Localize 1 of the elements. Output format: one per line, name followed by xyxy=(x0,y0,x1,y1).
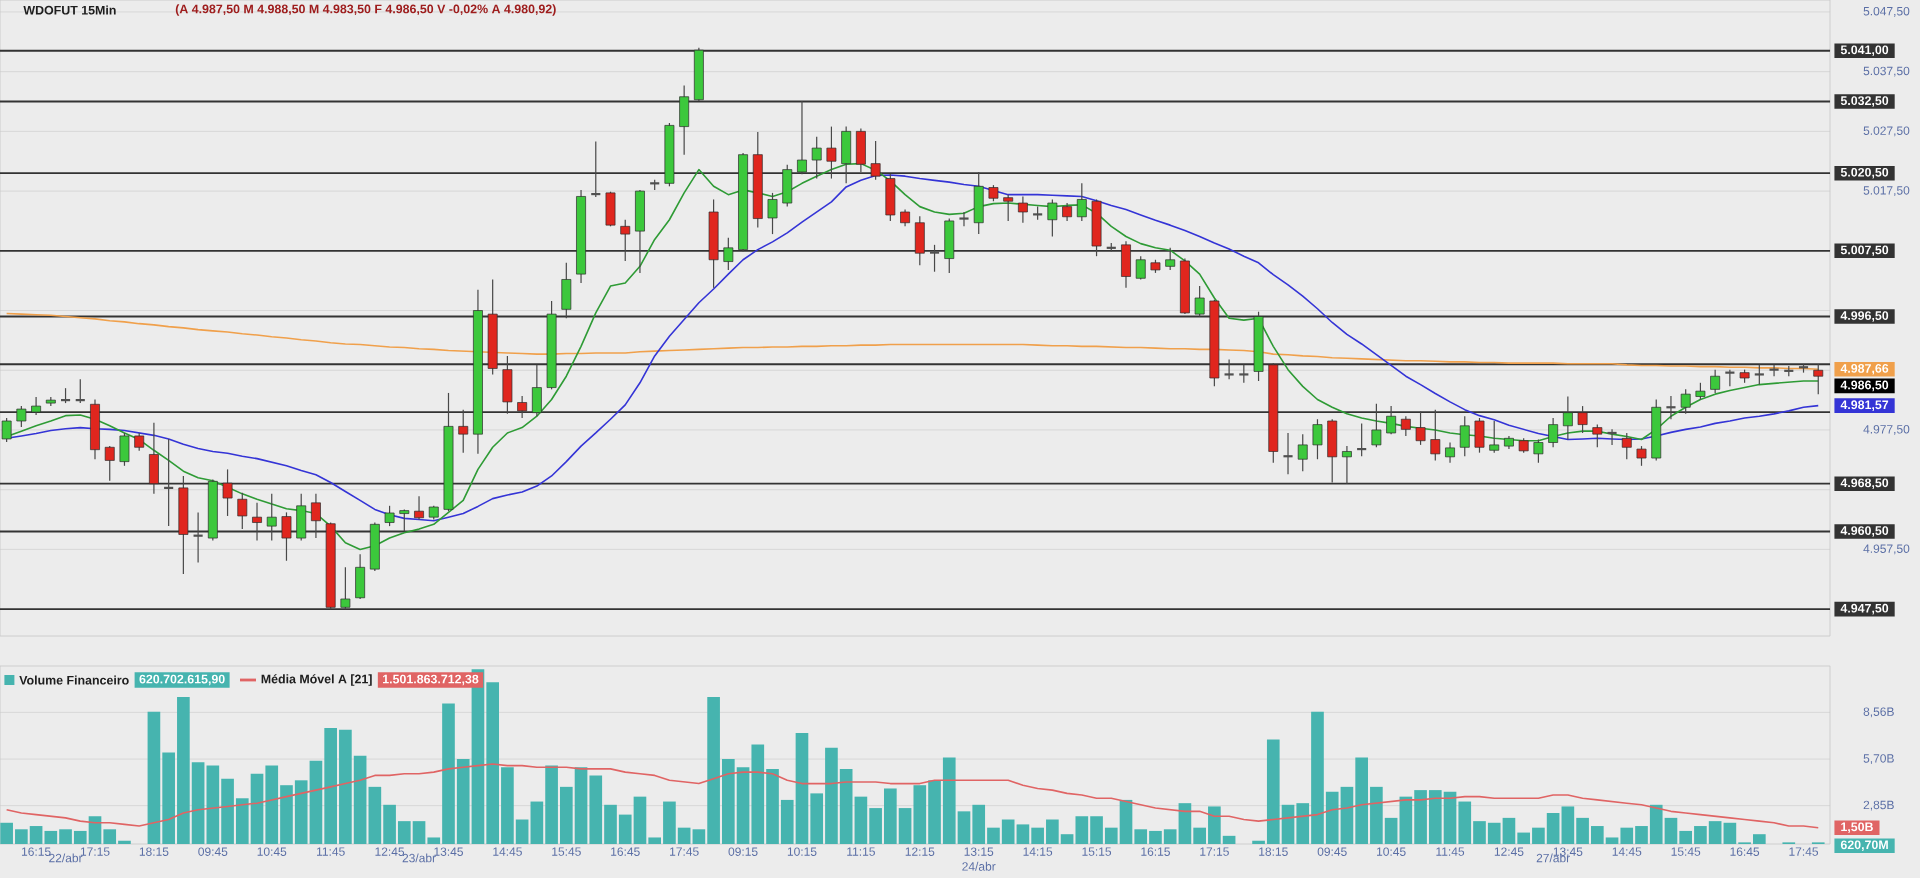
candlestick xyxy=(1,417,12,443)
